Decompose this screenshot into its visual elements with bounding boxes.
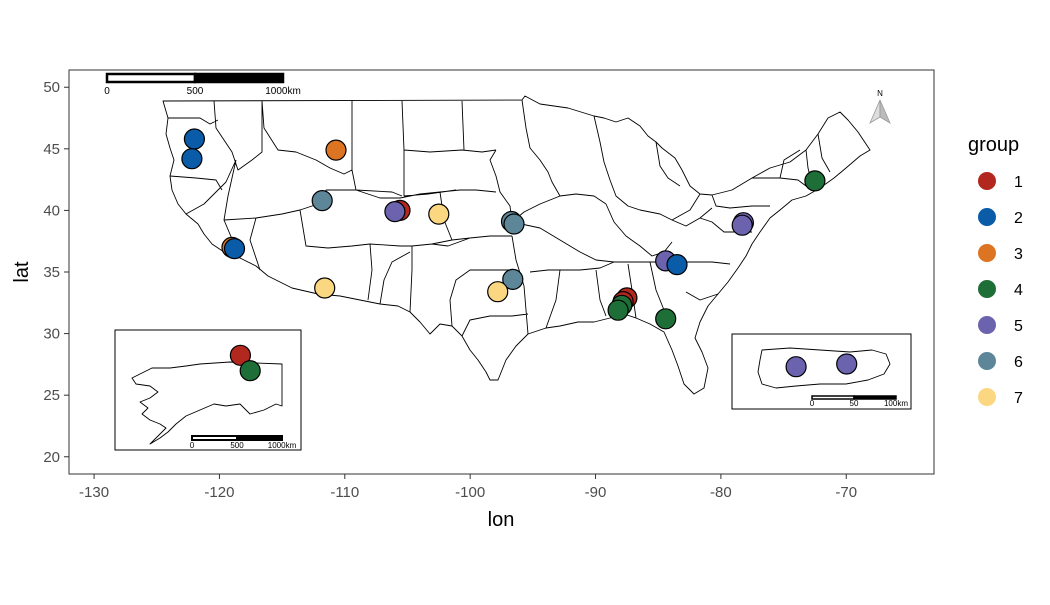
main-scale-bar: 0 500 1000km	[104, 72, 301, 97]
x-tick-label: -130	[79, 484, 109, 501]
alaska-inset: 0 500 1000km	[114, 329, 302, 451]
data-point-10	[428, 203, 450, 225]
x-tick-label: -70	[835, 484, 857, 501]
x-tick-label: -120	[204, 484, 234, 501]
alaska-scale-label-0: 0	[190, 441, 195, 450]
alaska-scale-label-500: 500	[230, 441, 244, 450]
legend-key-2	[978, 208, 996, 226]
x-axis: -130 -120 -110 -100 -90 -80 -70	[79, 474, 857, 501]
alaska-inset-frame	[114, 329, 302, 451]
main-points	[181, 128, 826, 330]
north-arrow-right	[879, 99, 891, 124]
pr-scale-segment-1	[811, 395, 855, 400]
data-point-3	[325, 139, 347, 161]
y-tick-label: 25	[43, 387, 60, 404]
y-tick-label: 45	[43, 141, 60, 158]
x-tick-label: -110	[330, 484, 359, 501]
scale-label-0: 0	[104, 86, 110, 97]
legend-label-2: 2	[1014, 210, 1023, 227]
alaska-data-point-2	[239, 360, 261, 382]
us-outline	[162, 95, 871, 395]
data-point-7	[314, 277, 336, 299]
y-tick-label: 30	[43, 326, 60, 343]
y-axis-title: lat	[11, 261, 33, 283]
y-axis: 20 25 30 35 40 45 50	[43, 79, 69, 466]
y-tick-label: 35	[43, 264, 60, 281]
data-point-5	[223, 238, 246, 260]
legend-label-6: 6	[1014, 354, 1023, 371]
alaska-points	[229, 344, 261, 382]
scale-bar-segment-1	[105, 72, 197, 84]
pr-scale-label-0: 0	[810, 399, 815, 408]
scale-label-500: 500	[187, 86, 204, 97]
alaska-scale-segment-1	[191, 435, 238, 441]
pr-scale-segment-2	[853, 395, 897, 400]
legend-key-5	[978, 316, 996, 334]
data-point-1	[183, 128, 205, 150]
x-tick-label: -80	[710, 484, 732, 501]
data-point-13	[502, 268, 524, 290]
scale-bar-segment-2	[193, 72, 285, 84]
legend-label-7: 7	[1014, 390, 1023, 407]
north-arrow: N	[869, 89, 891, 124]
alaska-data-point-1	[229, 344, 251, 366]
x-axis-title: lon	[488, 509, 515, 531]
y-tick-label: 20	[43, 449, 60, 466]
legend-title: group	[968, 134, 1019, 156]
data-point-19	[655, 308, 677, 330]
pr-data-point-2	[836, 353, 858, 375]
data-point-18	[607, 299, 629, 321]
north-arrow-label: N	[877, 89, 883, 98]
x-tick-label: -90	[585, 484, 607, 501]
puerto-rico-points	[785, 353, 858, 378]
data-point-6	[311, 190, 333, 212]
data-point-24	[804, 170, 826, 192]
legend: group 1 2 3 4 5 6 7	[968, 134, 1023, 407]
x-tick-label: -100	[455, 484, 485, 501]
puerto-rico-inset: 0 50 100km	[731, 333, 912, 410]
alaska-scale-label-1000km: 1000km	[268, 441, 297, 450]
y-tick-label: 40	[43, 202, 60, 219]
legend-label-5: 5	[1014, 318, 1023, 335]
alaska-outline	[131, 361, 283, 445]
legend-key-7	[978, 388, 996, 406]
data-point-2	[181, 148, 203, 170]
pr-scale-label-50: 50	[850, 399, 859, 408]
legend-label-4: 4	[1014, 282, 1023, 299]
scale-label-1000km: 1000km	[265, 86, 301, 97]
y-tick-label: 50	[43, 79, 60, 96]
legend-key-3	[978, 244, 996, 262]
pr-data-point-1	[785, 356, 807, 378]
legend-label-3: 3	[1014, 246, 1023, 263]
legend-key-6	[978, 352, 996, 370]
legend-key-1	[978, 172, 996, 190]
legend-key-4	[978, 280, 996, 298]
data-point-21	[666, 254, 688, 276]
data-point-23	[731, 214, 753, 236]
legend-entries: 1 2 3 4 5 6 7	[978, 172, 1023, 407]
data-point-12	[503, 213, 525, 235]
puerto-rico-outline	[757, 347, 891, 389]
pr-scale-label-100km: 100km	[884, 399, 908, 408]
data-point-9	[384, 201, 406, 223]
alaska-scale-segment-2	[236, 435, 283, 441]
data-point-14	[487, 281, 509, 303]
legend-label-1: 1	[1014, 174, 1023, 191]
